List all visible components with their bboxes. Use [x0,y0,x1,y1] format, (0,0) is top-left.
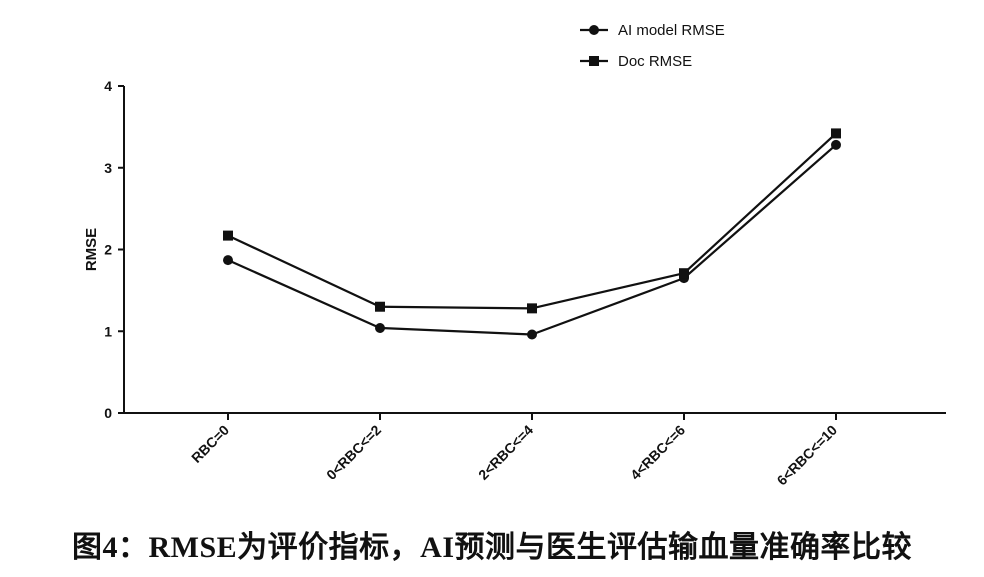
data-point [375,322,385,333]
data-point [527,329,537,340]
y-tick-label: 0 [104,405,112,421]
y-tick-label: 3 [104,160,112,176]
series-group [223,128,841,340]
x-tick-label: 2<RBC<=4 [475,422,536,483]
legend-label: AI model RMSE [618,22,725,39]
data-point [831,139,841,150]
data-point [831,128,841,139]
data-point [223,255,233,266]
data-point [527,303,537,314]
y-tick-label: 4 [104,78,112,94]
y-axis-label: RMSE [83,228,100,271]
x-tick-label: 0<RBC<=2 [323,422,384,483]
x-tick-label: 6<RBC<=10 [773,422,840,489]
line-chart: 0 1 2 3 4 RBC=0 0<RBC<=2 2<RBC<=4 4<RBC<=6 6<RBC… [83,22,946,488]
x-ticks: RBC=0 0<RBC<=2 2<RBC<=4 4<RBC<=6 6<RBC<=10 [188,413,840,488]
legend: AI model RMSE Doc RMSE [580,22,725,70]
y-ticks: 0 1 2 3 4 [104,78,124,421]
data-point [679,268,689,279]
series-line [227,132,837,310]
data-point [223,230,233,241]
y-tick-label: 2 [104,242,112,258]
figure-caption: 图4：RMSE为评价指标，AI预测与医生评估输血量准确率比较 [71,531,912,564]
legend-label: Doc RMSE [618,53,692,70]
x-tick-label: 4<RBC<=6 [627,422,688,483]
legend-marker [589,25,599,35]
y-tick-label: 1 [104,323,112,339]
x-tick-label: RBC=0 [188,422,232,466]
legend-marker [589,56,599,66]
axes [123,86,946,414]
data-point [375,301,385,312]
